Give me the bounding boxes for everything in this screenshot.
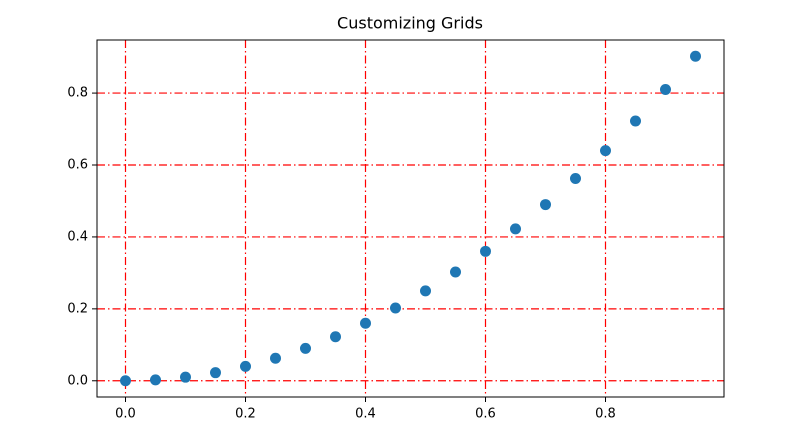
x-tick-label: 0.4 [355, 407, 376, 422]
point [450, 266, 461, 278]
point [150, 374, 161, 386]
point [480, 245, 491, 257]
point [270, 352, 281, 364]
x-tick-label: 0.6 [475, 407, 496, 422]
point [360, 317, 371, 329]
y-tick-label: 0.6 [67, 158, 88, 173]
point [120, 375, 131, 387]
y-tick-label: 0.8 [67, 86, 88, 101]
point [330, 331, 341, 343]
x-tick-label: 0.2 [235, 407, 256, 422]
point [300, 342, 311, 354]
point [600, 145, 611, 157]
y-tick-label: 0.4 [67, 229, 88, 244]
y-tick-label: 0.0 [67, 373, 88, 388]
point [690, 50, 701, 62]
point [180, 371, 191, 383]
point [420, 285, 431, 297]
x-tick-label: 0.8 [595, 407, 616, 422]
point [240, 360, 251, 372]
point [540, 199, 551, 211]
point [390, 302, 401, 314]
point [510, 223, 521, 235]
chart-title: Customizing Grids [337, 14, 483, 33]
y-tick-label: 0.2 [67, 301, 88, 316]
x-tick-label: 0.0 [115, 407, 136, 422]
point [630, 115, 641, 127]
plot-frame [96, 39, 725, 398]
point [210, 367, 221, 379]
point [660, 83, 671, 95]
point [570, 172, 581, 184]
